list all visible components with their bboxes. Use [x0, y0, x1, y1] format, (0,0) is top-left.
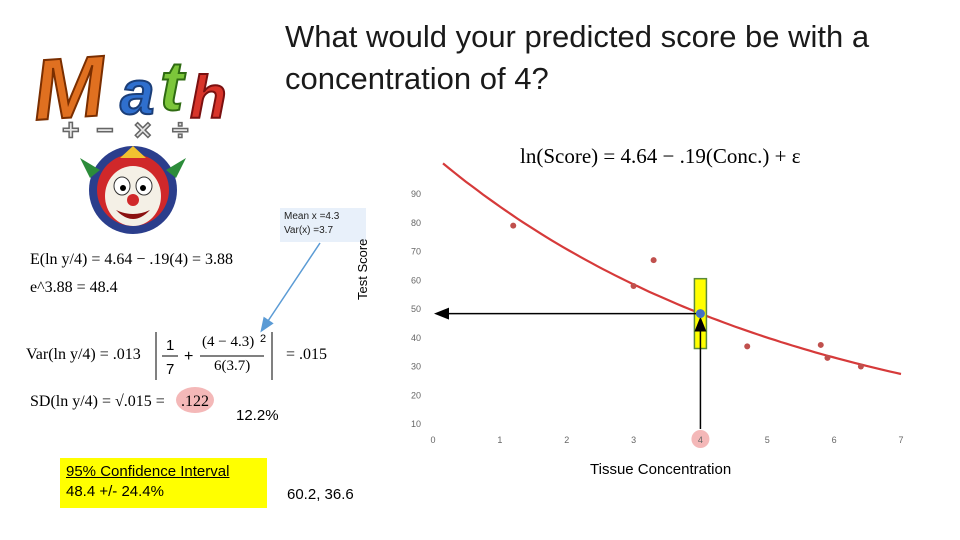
x-tick-label: 5 — [765, 435, 770, 445]
variance-numerator: (4 − 4.3) — [202, 334, 255, 350]
variance-radical: 1 7 + 2 — [155, 332, 273, 380]
y-tick-label: 20 — [411, 390, 421, 400]
x-tick-label: 6 — [832, 435, 837, 445]
exp-equation: e^3.88 = 48.4 — [30, 279, 118, 296]
data-point — [744, 343, 751, 350]
svg-text:M: M — [30, 38, 111, 139]
x-tick-label: 1 — [497, 435, 502, 445]
svg-text:+: + — [184, 348, 193, 365]
x-tick-highlight-circle — [691, 430, 710, 448]
page-title: What would your predicted score be with … — [285, 19, 870, 96]
data-point — [857, 363, 864, 370]
y-tick-label: 40 — [411, 333, 421, 343]
variance-result: = .015 — [286, 346, 328, 363]
svg-text:+: + — [62, 114, 80, 142]
x-tick-label: 4 — [698, 435, 703, 445]
x-tick-label: 0 — [430, 435, 435, 445]
model-equation: ln(Score) = 4.64 − .19(Conc.) + ε — [520, 144, 801, 168]
variance-denominator: 6(3.7) — [214, 358, 251, 374]
mean-label: Mean x =4.3 — [284, 211, 340, 222]
ci-title: 95% Confidence Interval — [66, 463, 230, 480]
svg-text:a: a — [120, 59, 154, 128]
mean-variance-box: Mean x =4.3 Var(x) =3.7 — [280, 208, 366, 242]
svg-text:7: 7 — [166, 361, 174, 378]
x-tick-label: 7 — [898, 435, 903, 445]
data-point — [824, 354, 831, 361]
ci-range: 60.2, 36.6 — [287, 486, 354, 503]
math-logo-icon: M a t h + − × ÷ — [29, 37, 228, 142]
variance-label: Var(x) =3.7 — [284, 225, 333, 236]
data-point — [510, 222, 517, 229]
svg-text:×: × — [134, 114, 152, 142]
y-tick-label: 70 — [411, 247, 421, 257]
x-tick-label: 2 — [564, 435, 569, 445]
svg-text:÷: ÷ — [172, 114, 188, 142]
x-tick-label: 3 — [631, 435, 636, 445]
svg-text:1: 1 — [166, 337, 174, 354]
sd-highlight-circle — [176, 387, 214, 413]
data-point — [630, 283, 637, 289]
variance-lhs: Var(ln y/4) = .013 — [26, 346, 141, 363]
sd-value: .122 — [181, 393, 209, 410]
expected-log-equation: E(ln y/4) = 4.64 − .19(4) = 3.88 — [30, 251, 234, 268]
y-tick-label: 10 — [411, 419, 421, 429]
ci-value: 48.4 +/- 24.4% — [66, 483, 164, 500]
percent-label: 12.2% — [236, 407, 279, 424]
y-tick-label: 90 — [411, 189, 421, 199]
data-point — [817, 341, 824, 348]
svg-text:h: h — [190, 64, 227, 131]
x-axis-label: Tissue Concentration — [590, 461, 732, 478]
y-tick-label: 50 — [411, 304, 421, 314]
sd-lhs: SD(ln y/4) = √.015 = — [30, 393, 165, 410]
fit-curve-line — [442, 162, 902, 376]
data-point — [650, 257, 657, 264]
y-tick-label: 80 — [411, 218, 421, 228]
y-tick-label: 60 — [411, 275, 421, 285]
predicted-point — [695, 309, 705, 319]
confidence-interval-box: 95% Confidence Interval 48.4 +/- 24.4% — [60, 458, 267, 508]
svg-text:t: t — [160, 47, 186, 125]
y-tick-label: 30 — [411, 362, 421, 372]
svg-text:2: 2 — [260, 333, 266, 345]
clown-face-icon — [80, 146, 186, 234]
svg-text:−: − — [96, 114, 114, 142]
